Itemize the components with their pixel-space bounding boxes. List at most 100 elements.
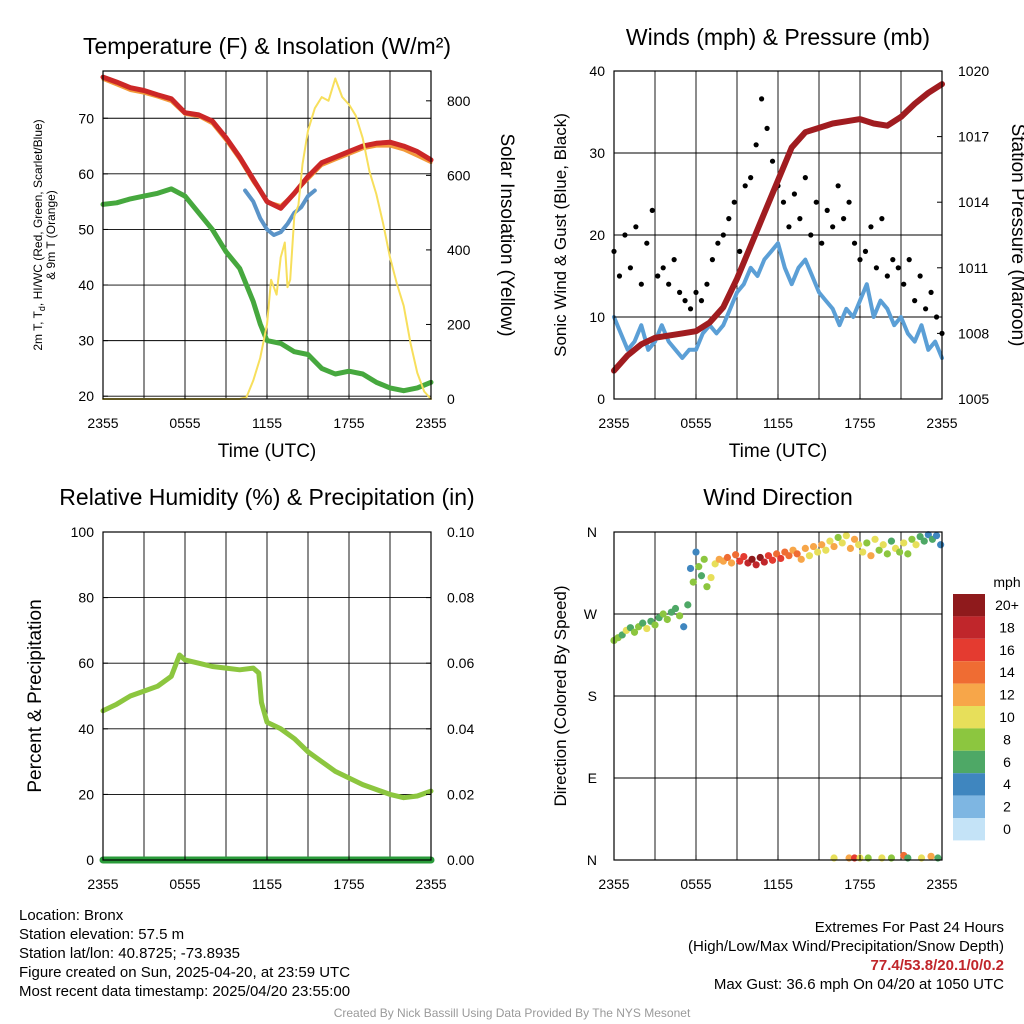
station-location: Location: Bronx xyxy=(19,907,124,924)
wind-gust-point xyxy=(616,273,623,279)
wind-gust-point xyxy=(764,125,770,131)
wind-direction-point xyxy=(834,533,842,542)
wind-gust-point xyxy=(737,248,743,254)
rh-y2-tick-label: 0.02 xyxy=(447,786,474,802)
wind-speed-line xyxy=(612,241,944,360)
wind-y-axis-label: Sonic Wind & Gust (Blue, Black) xyxy=(551,113,570,357)
wind-direction-point xyxy=(896,548,904,556)
wind-direction-point xyxy=(680,623,688,631)
rh-y2-tick-label: 0.04 xyxy=(447,721,474,737)
wind-direction-point xyxy=(927,852,935,860)
wind-gust-point xyxy=(835,183,841,189)
wind-gust-point xyxy=(731,199,737,205)
temp-series-line-heatindex_blue xyxy=(243,188,317,237)
wdir-x-tick-label: 1755 xyxy=(844,876,875,892)
wind-gust-point xyxy=(693,289,699,295)
wind-y2-tick-label: 1014 xyxy=(958,194,989,210)
wind-direction-point xyxy=(920,537,928,545)
wind-direction-point xyxy=(793,550,801,558)
wind-gust-point xyxy=(671,257,677,263)
wind-y2-tick-label: 1011 xyxy=(958,260,988,276)
wind-direction-point xyxy=(855,541,863,549)
wind-gust-point xyxy=(649,207,655,213)
wind-x-tick-label: 1755 xyxy=(844,415,875,431)
speed-legend-label: 0 xyxy=(1003,821,1011,837)
wind-direction-point xyxy=(875,546,883,554)
temp-y-axis-label: 2m T, Td, HI/WC (Red, Green, Scarlet/Blu… xyxy=(31,119,58,350)
wind-direction-point xyxy=(867,552,875,560)
temp-x-tick-label: 1155 xyxy=(252,415,282,431)
wdir-y-tick-label: W xyxy=(584,606,598,622)
speed-legend-label: 6 xyxy=(1003,754,1011,770)
wind-direction-point xyxy=(850,535,859,543)
temp-x-tick-label: 2355 xyxy=(415,415,446,431)
wind-gust-point xyxy=(819,240,825,246)
wind-direction-point xyxy=(707,573,715,582)
wind-direction-point xyxy=(797,555,805,563)
temp-y2-tick-label: 400 xyxy=(447,242,471,258)
wind-direction-point xyxy=(838,539,846,547)
wind-gust-point xyxy=(846,199,852,205)
speed-legend-swatch xyxy=(953,773,985,796)
wind-direction-point xyxy=(932,532,941,540)
rh-y2-tick-label: 0.00 xyxy=(447,852,474,868)
wind-direction-point xyxy=(643,624,651,633)
wind-y-tick-label: 20 xyxy=(589,227,605,243)
wind-gust-point xyxy=(906,257,912,263)
wind-gust-point xyxy=(884,273,890,279)
wind-x-tick-label: 2355 xyxy=(598,415,629,431)
wind-direction-point xyxy=(912,541,920,549)
speed-legend-label: 12 xyxy=(999,687,1015,703)
speed-legend-swatch xyxy=(953,661,985,684)
wind-x-tick-label: 0555 xyxy=(680,415,711,431)
wind-y2-tick-label: 1017 xyxy=(958,129,989,145)
speed-legend-swatch xyxy=(953,818,985,841)
wind-gust-point xyxy=(917,273,923,279)
max-gust: Max Gust: 36.6 mph On 04/20 at 1050 UTC xyxy=(713,976,1004,993)
wind-gust-point xyxy=(786,224,792,230)
speed-legend-swatch xyxy=(953,638,985,662)
rh-x-tick-label: 2355 xyxy=(87,876,118,892)
temp-y-tick-label: 40 xyxy=(78,277,94,293)
wdir-y-tick-label: E xyxy=(588,770,597,786)
extremes-panel: Extremes For Past 24 Hours (High/Low/Max… xyxy=(688,918,1004,994)
wind-gust-point xyxy=(912,298,918,304)
wind-gust-point xyxy=(890,257,896,263)
wind-direction-point xyxy=(908,535,916,543)
wdir-y-tick-label: N xyxy=(587,852,597,868)
rh-y-axis-label: Percent & Precipitation xyxy=(25,599,46,792)
wind-y-tick-label: 30 xyxy=(589,145,605,161)
wind-direction-point xyxy=(663,615,671,624)
wind-direction-point xyxy=(826,537,834,545)
wind-direction-point xyxy=(818,541,826,549)
temp-y2-axis-label: Solar Insolation (Yellow) xyxy=(496,133,517,336)
wind-gust-point xyxy=(633,224,639,230)
wind-gust-point xyxy=(644,240,650,246)
rh-y-tick-label: 0 xyxy=(86,852,94,868)
wind-direction-point xyxy=(904,550,912,558)
wind-direction-point xyxy=(689,578,697,586)
speed-legend-swatch xyxy=(953,683,985,706)
wind-direction-point xyxy=(777,554,785,563)
wind-direction-point xyxy=(740,553,748,561)
rh-y-tick-label: 20 xyxy=(78,786,94,802)
wind-direction-point xyxy=(859,548,867,556)
temp-x-tick-label: 0555 xyxy=(169,415,200,431)
wind-gust-point xyxy=(813,199,819,205)
wind-y2-tick-label: 1008 xyxy=(958,325,989,341)
wind-gust-point xyxy=(928,289,934,295)
latest-timestamp: Most recent data timestamp: 2025/04/20 2… xyxy=(19,983,351,1000)
wind-direction-point xyxy=(883,550,891,558)
wind-direction-point xyxy=(822,546,830,554)
speed-legend-title: mph xyxy=(993,574,1020,590)
rh-x-tick-label: 0555 xyxy=(169,876,200,892)
wind-direction-point xyxy=(695,563,703,571)
wind-direction-point xyxy=(768,556,777,564)
station-info: Location: Bronx Station elevation: 57.5 … xyxy=(19,906,350,1001)
station-latlon: Station lat/lon: 40.8725; -73.8935 xyxy=(19,945,241,962)
wind-gust-point xyxy=(726,216,732,222)
wind-direction-point xyxy=(937,541,945,549)
wind-direction-point xyxy=(785,552,793,560)
temp-y2-tick-label: 0 xyxy=(447,391,455,407)
